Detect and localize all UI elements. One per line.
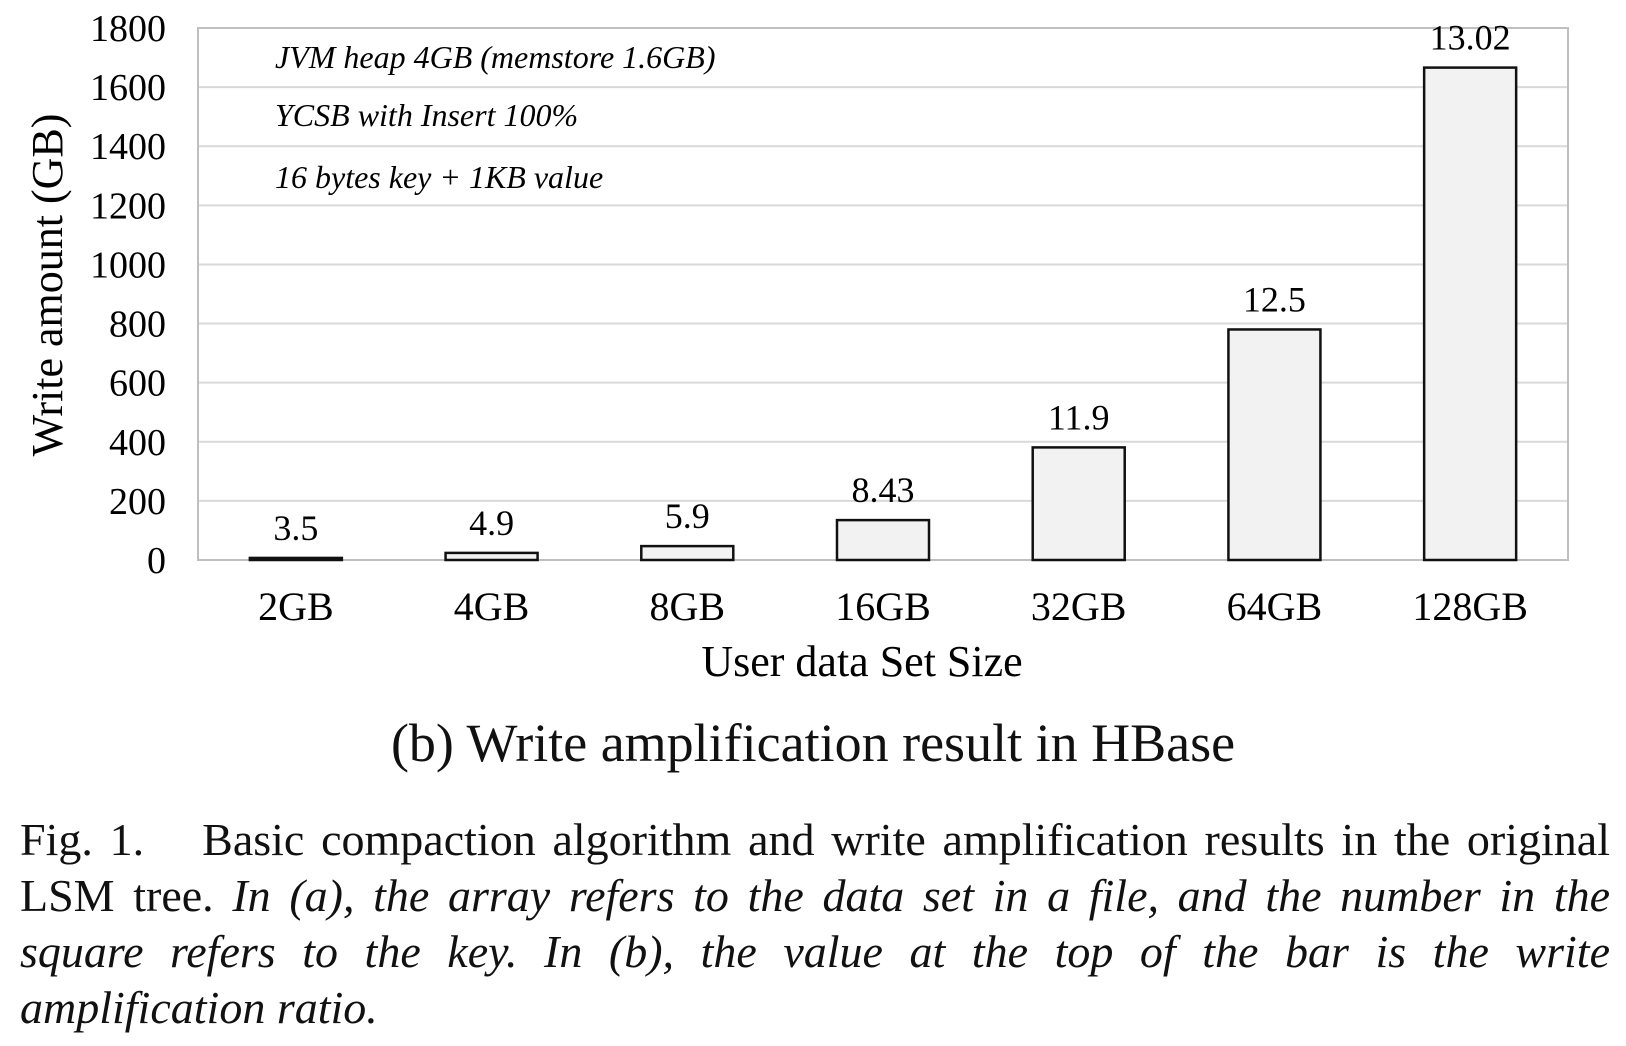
x-tick-label: 32GB xyxy=(1031,584,1127,629)
y-tick-label: 0 xyxy=(147,540,166,582)
bar-value-label: 5.9 xyxy=(665,496,710,536)
caption-text: Basic compaction algorithm and write amp… xyxy=(20,814,1610,921)
chart-annotation: YCSB with Insert 100% xyxy=(275,97,578,133)
y-tick-label: 1800 xyxy=(90,8,166,50)
bar-chart: 0 200 400 600 800 1000 1200 1400 1600 1800 2GB 4GB… xyxy=(23,8,1569,686)
bar xyxy=(835,518,931,562)
x-axis-ticks: 2GB 4GB 8GB 16GB 32GB 64GB 128GB xyxy=(258,584,1528,629)
bar-value-label: 3.5 xyxy=(273,508,318,548)
y-tick-label: 1400 xyxy=(90,126,166,168)
y-tick-label: 1200 xyxy=(90,185,166,227)
bar-value-label: 11.9 xyxy=(1048,397,1110,437)
x-tick-label: 4GB xyxy=(454,584,530,629)
y-tick-label: 200 xyxy=(109,481,166,523)
x-tick-label: 2GB xyxy=(258,584,334,629)
bar xyxy=(1227,328,1322,562)
caption-label: Fig. 1. xyxy=(20,814,145,865)
bar-value-label: 12.5 xyxy=(1243,279,1306,319)
bars xyxy=(248,66,1518,562)
chart-annotation: JVM heap 4GB (memstore 1.6GB) xyxy=(275,39,715,75)
bar xyxy=(1031,446,1126,562)
y-tick-label: 1000 xyxy=(90,244,166,286)
bar-labels: 3.5 4.9 5.9 8.43 11.9 12.5 13.02 xyxy=(273,18,1510,548)
x-tick-label: 128GB xyxy=(1412,584,1528,629)
y-tick-label: 600 xyxy=(109,363,166,405)
x-tick-label: 64GB xyxy=(1227,584,1323,629)
bar xyxy=(1422,66,1518,562)
chart-annotation: 16 bytes key + 1KB value xyxy=(275,159,603,195)
bar xyxy=(444,551,539,562)
bar-value-label: 8.43 xyxy=(852,470,915,510)
y-axis-label: Write amount (GB) xyxy=(23,114,72,457)
y-tick-label: 400 xyxy=(109,422,166,464)
y-tick-label: 1600 xyxy=(90,67,166,109)
y-axis-ticks: 0 200 400 600 800 1000 1200 1400 1600 1800 xyxy=(90,8,166,582)
bar-value-label: 4.9 xyxy=(469,503,514,543)
bar xyxy=(248,556,344,562)
grid-lines xyxy=(198,86,1568,502)
x-tick-label: 8GB xyxy=(649,584,725,629)
bar-value-label: 13.02 xyxy=(1430,18,1511,58)
y-tick-label: 800 xyxy=(109,304,166,346)
x-axis-label: User data Set Size xyxy=(701,637,1022,686)
subcaption: (b) Write amplification result in HBase xyxy=(390,713,1236,773)
caption-italic: In (a), the array refers to the data set… xyxy=(20,870,1611,1033)
x-tick-label: 16GB xyxy=(835,584,931,629)
chart-annotations: JVM heap 4GB (memstore 1.6GB) YCSB with I… xyxy=(275,39,715,195)
figure-caption: Fig. 1. Basic compaction algorithm and wr… xyxy=(20,812,1610,1036)
bar xyxy=(640,544,735,562)
